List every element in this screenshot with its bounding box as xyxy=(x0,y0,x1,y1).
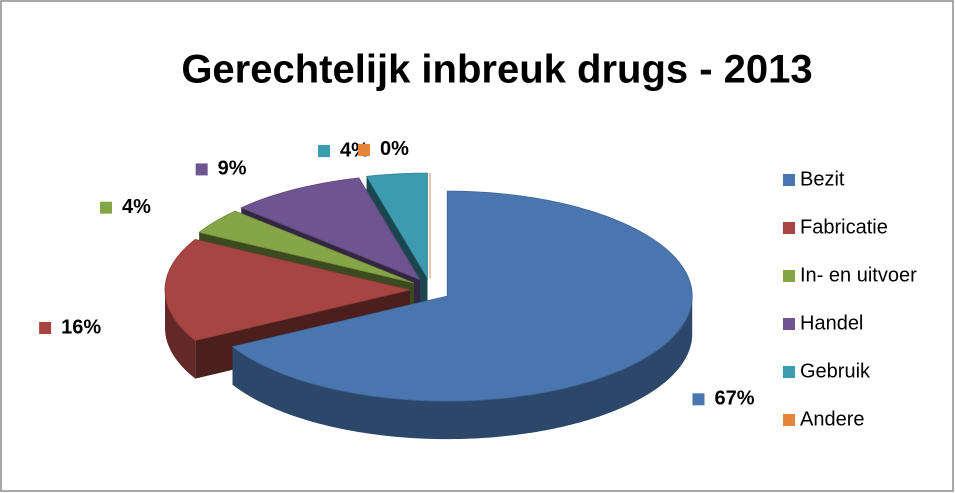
value-label-key xyxy=(358,143,370,156)
value-label: 9% xyxy=(218,158,247,180)
legend-key xyxy=(783,174,795,186)
legend-label: Gebruik xyxy=(800,360,871,382)
legend-key xyxy=(783,270,795,282)
slice xyxy=(198,210,414,284)
slice xyxy=(240,177,421,281)
legend-label: Fabricatie xyxy=(800,216,888,238)
legend-label: In- en uitvoer xyxy=(800,264,917,286)
value-label: 0% xyxy=(380,138,409,160)
value-label-key xyxy=(39,322,52,334)
legend-key xyxy=(783,366,795,378)
slice-group xyxy=(231,190,693,440)
slice xyxy=(365,172,428,280)
value-label-key xyxy=(692,393,705,406)
slice-wall xyxy=(165,290,196,379)
value-label: 67% xyxy=(714,388,754,410)
value-label-key xyxy=(318,145,331,158)
value-label-key xyxy=(195,163,208,176)
slice-wall xyxy=(232,296,693,440)
legend: Bezit Fabricatie In- en uitvoer Handel Gebru… xyxy=(783,168,917,430)
legend-label: Handel xyxy=(800,312,863,334)
legend-label: Bezit xyxy=(800,168,845,190)
pie: 67%16%4%9%4% 0% xyxy=(39,138,755,440)
legend-key xyxy=(783,222,795,234)
slice xyxy=(164,238,411,342)
value-label-key xyxy=(100,201,113,214)
legend-key xyxy=(783,318,795,330)
slice xyxy=(231,190,693,402)
chart-title: Gerechtelijk inbreuk drugs - 2013 xyxy=(181,48,812,92)
legend-key xyxy=(783,414,795,426)
value-label: 4% xyxy=(122,196,151,218)
value-label: 16% xyxy=(61,316,101,338)
legend-label: Andere xyxy=(800,408,865,430)
